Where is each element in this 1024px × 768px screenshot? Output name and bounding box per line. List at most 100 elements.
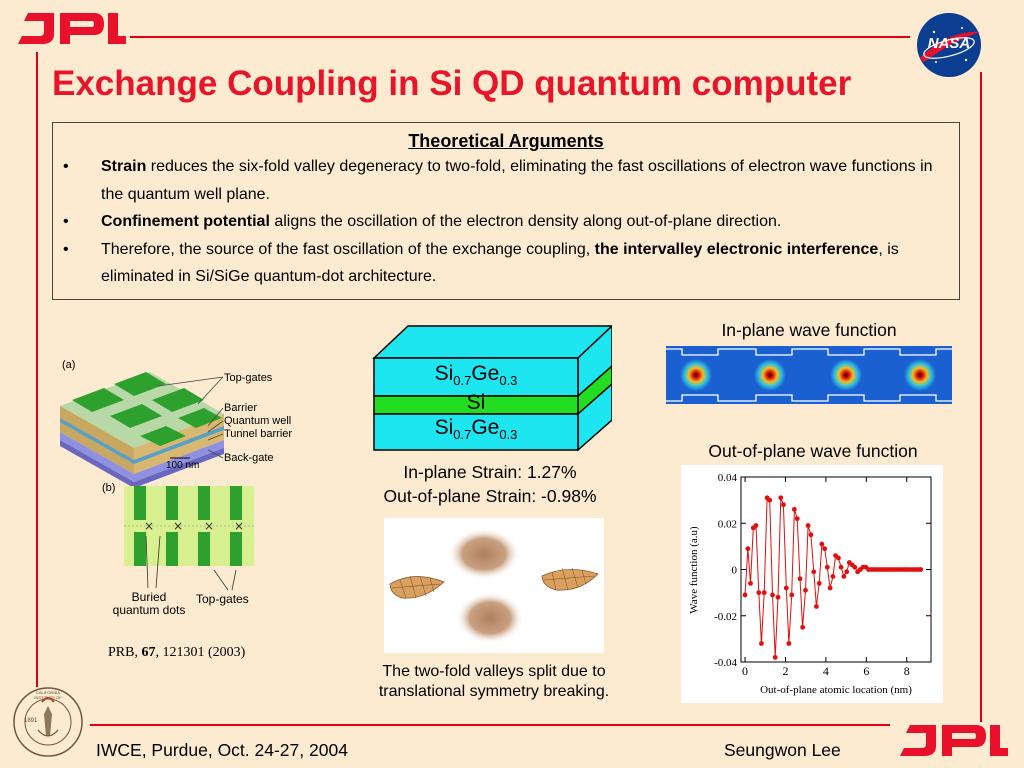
label-barrier: Barrier: [224, 402, 258, 414]
jpl-logo-graphic: [18, 13, 126, 44]
wave-function-point: [803, 587, 808, 593]
right-rule: [980, 72, 982, 722]
label-tunnel-barrier: Tunnel barrier: [224, 428, 293, 440]
wave-function-point: [805, 523, 811, 528]
arguments-box: Theoretical Arguments • Strain reduces th…: [52, 122, 960, 300]
wave-function-point: [748, 580, 753, 586]
wave-function-point: [844, 569, 850, 575]
wave-function-point: [797, 576, 803, 582]
label-scale: 100 nm: [166, 460, 200, 471]
label-quantum-well: Quantum well: [224, 415, 292, 427]
wave-function-point: [838, 564, 844, 570]
reference: PRB, 67, 121301 (2003): [108, 645, 246, 660]
arguments-heading: Theoretical Arguments: [408, 131, 604, 151]
jpl-logo-bottom: [896, 720, 1008, 760]
x-tick-label: 0: [742, 664, 748, 678]
y-axis-label: Wave function (a.u): [688, 526, 700, 614]
wave-function-point: [786, 641, 792, 646]
inplane-strain: In-plane Strain: 1.27%: [403, 462, 577, 482]
bottom-sige-label: Si0.7Ge0.3: [434, 416, 518, 443]
outplane-chart: 0 2 4 6 8 -0.04 -0.02 0 0.02 0.04 Out-of-plane at…: [681, 465, 943, 703]
y-tick-label: -0.02: [714, 611, 737, 623]
outplane-title: Out-of-plane wave function: [708, 441, 918, 461]
y-tick-label: -0.04: [714, 657, 737, 669]
wave-function-point: [759, 641, 764, 646]
layer-stack: Si0.7Ge0.3 Si Si0.7Ge0.3: [372, 324, 614, 454]
caltech-seal: CALIFORNIA INSTITUTE OF TECHNOLOGY 1891: [12, 686, 84, 758]
x-tick-label: 8: [904, 664, 910, 678]
si-layer-label: Si: [466, 391, 486, 414]
svg-text:×: ×: [173, 519, 183, 533]
wave-function-point: [827, 585, 833, 591]
wave-function-point: [789, 592, 795, 598]
label-buried-dots: Buried quantum dots: [112, 590, 186, 617]
jpl-logo: [14, 8, 126, 48]
footer-author: Seungwon Lee: [724, 740, 841, 760]
inplane-image: [666, 346, 952, 404]
device-figure: × × × × (a) Top-gates Barrier Quantum we…: [58, 356, 308, 628]
valleys-image: [384, 518, 604, 653]
device-schematic: × × × ×: [60, 372, 254, 591]
y-tick-label: 0: [732, 565, 738, 577]
wave-function-point: [781, 502, 786, 508]
wave-function-point: [822, 546, 828, 552]
top-rule: [130, 36, 910, 38]
wave-function-point: [841, 574, 847, 579]
wave-function-point: [811, 569, 817, 575]
label-back-gate: Back-gate: [224, 452, 274, 464]
wave-function-point: [770, 592, 775, 598]
argument-item-conclusion: • Therefore, the source of the fast oscil…: [63, 240, 899, 286]
wave-function-point: [836, 555, 841, 561]
wave-function-point: [808, 532, 814, 538]
label-top-gates-b: Top-gates: [196, 592, 249, 606]
svg-text:×: ×: [204, 519, 214, 533]
seal-year: 1891: [24, 718, 38, 724]
wave-function-point: [783, 585, 789, 591]
seal-text: CALIFORNIA INSTITUTE OF TECHNOLOGY: [34, 690, 62, 700]
wave-function-point: [813, 604, 819, 609]
argument-item-strain: • Strain reduces the six-fold valley dege…: [63, 158, 933, 203]
label-top-gates: Top-gates: [224, 372, 273, 384]
valleys-caption: The two-fold valleys split due to transl…: [378, 663, 610, 700]
wave-function-point: [745, 546, 751, 552]
wave-function-point: [830, 574, 836, 579]
x-tick-label: 6: [863, 664, 869, 678]
footer-event: IWCE, Purdue, Oct. 24-27, 2004: [96, 740, 348, 760]
wave-function-point: [918, 567, 924, 572]
label-a: (a): [62, 359, 76, 371]
arguments-list: • Strain reduces the six-fold valley dege…: [63, 153, 949, 291]
nasa-logo: NASA: [914, 10, 984, 80]
top-sige-label: Si0.7Ge0.3: [434, 362, 518, 389]
argument-item-confinement: • Confinement potential aligns the oscill…: [63, 213, 782, 230]
nasa-text: NASA: [927, 35, 971, 52]
wave-chart-svg: 0 2 4 6 8 -0.04 -0.02 0 0.02 0.04 Out-of-plane at…: [688, 472, 932, 696]
wave-function-point: [772, 654, 778, 660]
wave-function-point: [791, 506, 797, 512]
wave-function-point: [756, 590, 762, 596]
slide-title: Exchange Coupling in Si QD quantum compu…: [52, 64, 852, 103]
wave-function-point: [819, 541, 825, 547]
svg-text:×: ×: [234, 519, 244, 533]
y-tick-label: 0.04: [718, 472, 738, 484]
wave-function-point: [778, 495, 784, 501]
wave-function-point: [767, 497, 773, 503]
wave-function-point: [794, 516, 800, 522]
label-b: (b): [102, 482, 116, 494]
wave-function-point: [761, 590, 767, 596]
wave-function-point: [824, 564, 830, 570]
bottom-rule: [90, 724, 890, 726]
wave-function-point: [800, 624, 806, 630]
x-tick-label: 4: [823, 664, 829, 678]
left-rule: [36, 52, 38, 687]
y-tick-label: 0.02: [718, 518, 737, 530]
wave-function-point: [816, 580, 822, 586]
inplane-title: In-plane wave function: [721, 320, 897, 340]
wave-function-point: [742, 592, 748, 598]
wave-function-point: [753, 523, 759, 528]
wave-function-point: [775, 594, 781, 600]
wave-function-point: [852, 564, 858, 570]
svg-text:×: ×: [144, 519, 154, 533]
x-tick-label: 2: [782, 664, 788, 678]
x-axis-label: Out-of-plane atomic location (nm): [760, 684, 912, 696]
outplane-strain: Out-of-plane Strain: -0.98%: [383, 486, 597, 506]
